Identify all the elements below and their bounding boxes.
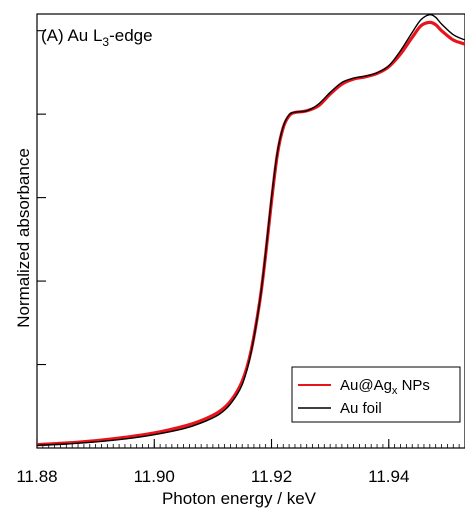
legend-label-au-ag-subscript: x (392, 385, 398, 397)
panel-title-suffix: -edge (109, 26, 152, 45)
legend-box (291, 366, 461, 423)
x-tick-label: 11.94 (368, 467, 409, 486)
plot-frame (36, 13, 465, 449)
legend-label-au-ag-suffix: NPs (397, 377, 430, 394)
x-axis-label: Photon energy / keV (162, 489, 317, 508)
legend: Au@Agx NPs Au foil (291, 366, 461, 423)
series-au-foil-line (37, 14, 465, 447)
legend-label-au-ag-prefix: Au@Ag (340, 377, 392, 394)
series-layer (37, 14, 465, 447)
panel-title-main: (A) Au L (41, 26, 102, 45)
x-tick-label: 11.88 (16, 467, 57, 486)
x-tick-label: 11.90 (134, 467, 175, 486)
x-tick-label: 11.92 (251, 467, 292, 486)
panel-title: (A) Au L3-edge (41, 26, 153, 49)
legend-label-au-ag-nps: Au@Agx NPs (340, 377, 430, 397)
y-major-ticks (37, 30, 46, 366)
legend-label-au-foil: Au foil (340, 400, 382, 417)
y-axis-label: Normalized absorbance (14, 148, 33, 328)
x-minor-ticks (36, 444, 465, 448)
panel-title-subscript: 3 (102, 35, 109, 49)
